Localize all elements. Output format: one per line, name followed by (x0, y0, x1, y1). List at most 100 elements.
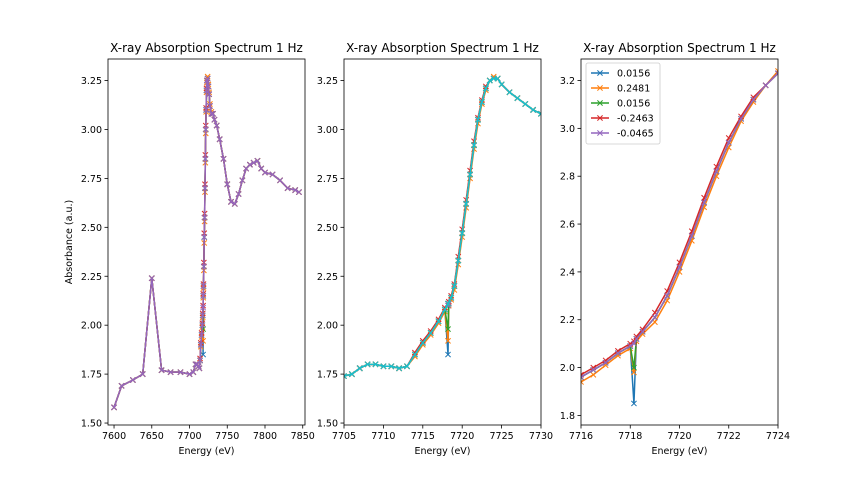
x-axis-label: Energy (eV) (651, 446, 707, 457)
data-point (602, 359, 609, 366)
x-tick-label: 7705 (332, 431, 356, 442)
data-point (195, 363, 202, 370)
data-point (435, 318, 442, 325)
y-tick-label: 2.00 (81, 321, 102, 332)
legend: 0.0156 0.2481 0.0156 -0.2463 -0.0465 (585, 62, 661, 145)
data-point (581, 374, 584, 381)
plot-area (344, 59, 541, 425)
data-point (372, 361, 379, 368)
data-point (203, 77, 210, 84)
x-tick-label: 7716 (569, 431, 593, 442)
data-point (738, 113, 745, 120)
data-point (419, 339, 426, 346)
data-point (139, 371, 146, 378)
data-point (200, 283, 207, 289)
data-point (118, 382, 125, 389)
legend-swatch-marker (597, 70, 603, 76)
data-point (633, 333, 640, 340)
x-tick-label: 7720 (450, 431, 474, 442)
data-point (633, 335, 640, 342)
data-point (201, 234, 208, 241)
chart-panel-1: 7600 7650 7700 7750 7800 7850 1.50 1.75 2.00 2.25… (64, 41, 315, 457)
x-tick-label: 7700 (177, 431, 201, 442)
y-tick-label: 3.00 (81, 125, 102, 136)
data-point (235, 191, 242, 198)
data-point (590, 371, 597, 378)
data-point (713, 168, 720, 175)
y-tick-label: 2.8 (560, 172, 575, 183)
data-point (445, 300, 451, 307)
data-point (627, 343, 634, 350)
data-point (201, 214, 208, 221)
chart-panel-3: 7716 7718 7720 7722 7724 1.8 2.0 2.2 2.4 2.6 2.8 3.… (560, 41, 790, 457)
data-point (441, 306, 448, 313)
y-tick-label: 3.25 (317, 76, 338, 87)
data-point (478, 99, 485, 106)
y-tick-label: 1.75 (317, 370, 338, 381)
data-point (419, 337, 426, 344)
data-point (445, 337, 451, 344)
data-point (451, 283, 458, 289)
x-tick-label: 7800 (253, 431, 277, 442)
y-tick-label: 2.00 (317, 321, 338, 332)
data-point (111, 404, 117, 411)
y-tick-label: 3.25 (81, 76, 102, 87)
data-point (396, 365, 403, 372)
y-tick-label: 2.50 (81, 223, 102, 234)
data-point (775, 68, 778, 74)
data-point (197, 357, 204, 364)
data-point (459, 230, 466, 237)
x-tick-label: 7720 (667, 431, 691, 442)
x-tick-label: 7724 (766, 431, 790, 442)
data-point (471, 142, 477, 149)
y-tick-label: 2.25 (317, 272, 338, 283)
data-point (701, 199, 708, 206)
legend-entry-label: 0.2481 (617, 84, 650, 95)
data-point (200, 263, 207, 270)
legend-frame (585, 62, 661, 145)
y-tick-label: 2.50 (317, 223, 338, 234)
legend-entry-label: 0.0156 (617, 99, 650, 110)
y-axis-label: Absorbance (a.u.) (64, 200, 75, 284)
y-tick-label: 3.0 (560, 124, 575, 135)
data-point (228, 198, 234, 205)
data-point (158, 367, 165, 374)
data-point (590, 367, 597, 373)
y-tick-label: 2.75 (317, 174, 338, 185)
data-point (254, 157, 261, 164)
data-point (200, 292, 207, 299)
chart-title: X-ray Absorption Spectrum 1 Hz (110, 41, 303, 55)
x-axis-label: Energy (eV) (414, 446, 470, 457)
y-tick-label: 1.50 (317, 419, 338, 430)
data-point (750, 94, 757, 101)
legend-entry-label: -0.0465 (617, 129, 654, 140)
data-point (463, 200, 470, 207)
x-axis-label: Energy (eV) (178, 446, 234, 457)
data-point (639, 326, 646, 333)
legend-swatch-marker (597, 85, 603, 91)
data-point (246, 161, 253, 168)
data-point (204, 75, 211, 82)
data-point (202, 126, 209, 133)
data-point (197, 341, 204, 348)
data-point (445, 351, 451, 358)
data-point (177, 369, 184, 376)
data-point (277, 177, 284, 184)
data-point (676, 264, 683, 271)
data-point (750, 96, 757, 103)
x-tick-label: 7710 (371, 431, 395, 442)
data-point (411, 351, 418, 358)
data-point (199, 322, 206, 329)
series-line-10 (344, 77, 541, 377)
data-point (494, 75, 501, 82)
data-point (530, 106, 537, 113)
data-point (630, 340, 637, 347)
y-tick-label: 2.2 (560, 315, 575, 326)
data-point (388, 363, 395, 370)
chart-title: X-ray Absorption Spectrum 1 Hz (346, 41, 539, 55)
data-point (445, 326, 451, 333)
data-point (614, 350, 621, 357)
data-point (498, 81, 505, 88)
data-point (292, 187, 299, 194)
